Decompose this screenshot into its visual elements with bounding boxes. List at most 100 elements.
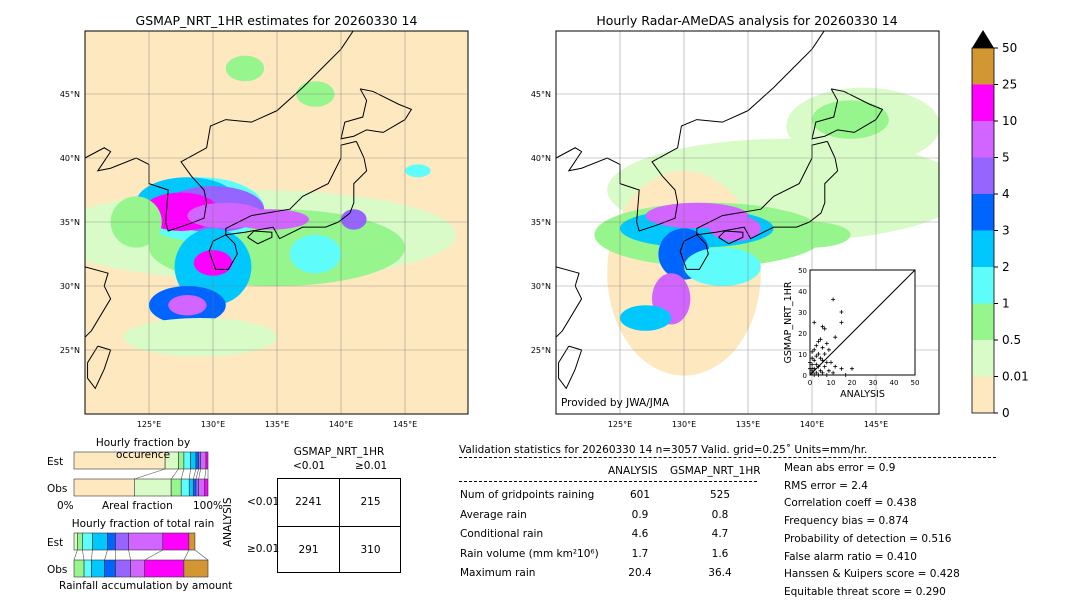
fraction-bar-segment <box>83 559 92 578</box>
fraction-bar-segment <box>91 559 105 578</box>
fraction-bar-segment <box>73 478 135 497</box>
fraction-connector <box>204 468 207 480</box>
left-map-title: GSMAP_NRT_1HR estimates for 20260330 14 <box>135 13 418 28</box>
fraction-bar-segment <box>134 478 172 497</box>
coastline <box>696 140 839 240</box>
fraction-bar-segment <box>198 478 205 497</box>
scatter-point <box>839 310 844 314</box>
scatter-point <box>812 373 817 377</box>
stats-row-label: Rain volume (mm km²10⁶) <box>460 547 599 560</box>
fraction-bar-segment <box>115 532 129 551</box>
rain-cell <box>289 234 341 274</box>
lat-tick-label: 30°N <box>60 282 80 291</box>
fraction-connector <box>73 549 78 561</box>
right-map <box>555 30 940 415</box>
stats-col-analysis: ANALYSIS <box>608 465 658 477</box>
scatter-point <box>814 370 819 375</box>
stats-row-label: Num of gridpoints raining <box>460 489 595 501</box>
rain-est-label: Est <box>47 537 64 549</box>
scatter-point <box>812 320 817 325</box>
rain-cell <box>684 247 761 286</box>
contingency-col-1: <0.01 <box>293 460 326 472</box>
fraction-bar-segment <box>183 559 209 578</box>
coastline <box>718 230 744 245</box>
lon-tick-label: 125°E <box>608 420 632 429</box>
colorbar-segment <box>972 267 994 304</box>
scatter-point <box>850 366 854 371</box>
colorbar-label: 3 <box>1002 224 1010 238</box>
lon-tick-label: 135°E <box>265 420 289 429</box>
cell-miss: 291 <box>298 544 319 556</box>
fraction-connector <box>183 549 190 561</box>
colorbar-label: 50 <box>1002 41 1017 55</box>
scatter-point <box>839 366 844 371</box>
fraction-bar-segment <box>128 532 164 551</box>
coastline <box>247 230 273 245</box>
fraction-bar-segment <box>104 559 116 578</box>
map-frame <box>555 30 940 415</box>
lon-tick-label: 140°E <box>800 420 824 429</box>
scatter-y-tick: 0 <box>803 372 807 380</box>
fraction-connector <box>170 468 179 480</box>
stats-value: 525 <box>709 489 731 501</box>
occ-tick-left: 0% <box>57 500 74 512</box>
scatter-point <box>839 320 844 325</box>
lon-tick-label: 130°E <box>201 420 225 429</box>
scatter-x-tick: 40 <box>890 379 899 387</box>
map-frame <box>84 30 469 415</box>
colorbar-segment <box>972 157 994 194</box>
rain-cell <box>168 294 207 316</box>
fraction-connector <box>188 468 191 480</box>
occ-tick-right: 100% <box>193 500 224 512</box>
scatter-point <box>816 364 821 369</box>
stats-value: 0.8 <box>711 508 729 521</box>
fraction-bar-segment <box>73 532 78 551</box>
fraction-bar-segment <box>92 532 108 551</box>
stats-value: 36.4 <box>708 567 732 579</box>
scatter-point <box>822 326 827 331</box>
scatter-point <box>810 370 815 375</box>
stats-row-label: Conditional rain <box>460 528 544 540</box>
credit-text: Provided by JWA/JMA <box>561 397 670 409</box>
lon-tick-label: 135°E <box>736 420 760 429</box>
lon-tick-label: 125°E <box>137 420 161 429</box>
lat-tick-label: 45°N <box>531 90 551 99</box>
coastline <box>556 266 583 338</box>
coastlines <box>85 31 413 390</box>
lat-tick-label: 30°N <box>531 282 551 291</box>
rain-cell <box>123 318 277 357</box>
rain-xlabel: Rainfall accumulation by amount <box>59 580 233 592</box>
stats-value: 20.4 <box>628 567 652 579</box>
fraction-connector <box>144 549 163 561</box>
scatter-point <box>820 324 825 329</box>
coastline <box>225 140 368 240</box>
coastline <box>85 31 354 232</box>
contingency-row-1: <0.01 <box>247 496 280 508</box>
stats-col-gsmap: GSMAP_NRT_1HR <box>670 465 761 477</box>
contingency-row-label: ANALYSIS <box>222 497 234 547</box>
fraction-bar-segment <box>130 559 145 578</box>
fraction-bar-segment <box>115 559 131 578</box>
scatter-point <box>824 373 829 377</box>
scatter-point <box>810 349 815 354</box>
fraction-bar-segment <box>107 532 116 551</box>
score-item: Correlation coeff = 0.438 <box>784 497 917 510</box>
fraction-bar-segment <box>188 532 196 551</box>
occ-xlabel: Areal fraction <box>102 500 173 512</box>
coastline <box>340 88 413 140</box>
coastline <box>679 234 709 270</box>
left-map <box>84 30 469 415</box>
colorbar-label: 25 <box>1002 78 1017 92</box>
scatter-point <box>829 360 833 365</box>
fraction-connector <box>192 468 197 480</box>
lat-tick-label: 35°N <box>60 218 80 227</box>
rain-cell <box>812 100 889 139</box>
fraction-connector <box>128 549 131 561</box>
colorbar-label: 0 <box>1002 406 1010 420</box>
contingency-title: GSMAP_NRT_1HR <box>293 446 385 458</box>
lat-tick-label: 35°N <box>531 218 551 227</box>
fraction-bar-segment <box>162 532 190 551</box>
scatter-y-tick: 10 <box>798 351 807 359</box>
colorbar-label: 2 <box>1002 260 1010 274</box>
